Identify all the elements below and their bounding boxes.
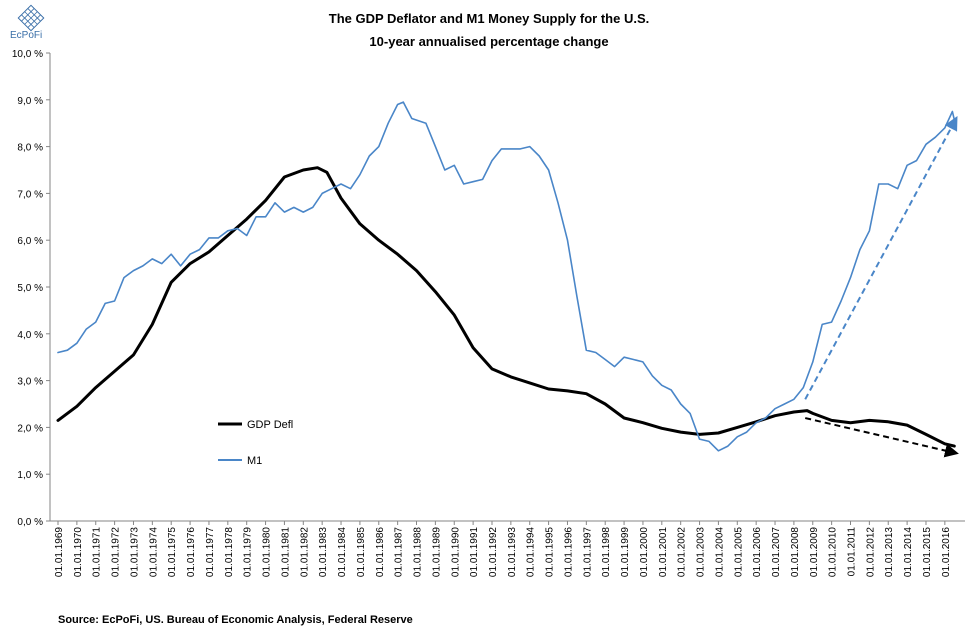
x-tick-label: 01.01.1982 <box>299 527 310 577</box>
y-tick-label: 10,0 % <box>12 49 43 60</box>
y-tick-label: 8,0 % <box>17 143 43 154</box>
y-tick-label: 2,0 % <box>17 423 43 434</box>
x-tick-label: 01.01.1979 <box>243 527 254 577</box>
x-tick-label: 01.01.1983 <box>318 527 329 577</box>
x-tick-label: 01.01.1970 <box>73 527 84 577</box>
x-tick-label: 01.01.1971 <box>92 527 103 577</box>
chart-title: The GDP Deflator and M1 Money Supply for… <box>328 11 650 26</box>
x-tick-label: 01.01.1986 <box>375 527 386 577</box>
y-tick-label: 7,0 % <box>17 189 43 200</box>
x-axis: 01.01.1969 01.01.1970 01.01.1971 01.01.1972… <box>50 520 965 577</box>
x-tick-label: 01.01.2010 <box>828 527 839 577</box>
x-tick-label: 01.01.1987 <box>394 527 405 577</box>
x-tick-label: 01.01.2005 <box>733 527 744 577</box>
x-tick-label: 01.01.1998 <box>601 527 612 577</box>
annotation-layer <box>804 116 959 458</box>
x-tick-label: 01.01.2002 <box>677 527 688 577</box>
chart-subtitle: 10-year annualised percentage change <box>369 34 609 49</box>
x-tick-label: 01.01.2015 <box>922 527 933 577</box>
y-tick-label: 3,0 % <box>17 377 43 388</box>
legend: GDP Defl M1 <box>218 419 293 467</box>
y-tick-label: 6,0 % <box>17 236 43 247</box>
y-tick-label: 5,0 % <box>17 283 43 294</box>
x-tick-label: 01.01.1980 <box>262 527 273 577</box>
x-tick-label: 01.01.1994 <box>526 527 537 577</box>
x-tick-label: 01.01.1978 <box>224 527 235 577</box>
x-tick-label: 01.01.2011 <box>847 527 858 577</box>
series-line-m1 <box>57 101 957 452</box>
x-tick-label: 01.01.1973 <box>129 527 140 577</box>
x-tick-label: 01.01.1975 <box>167 527 178 577</box>
source-note: Source: EcPoFi, US. Bureau of Economic A… <box>58 614 413 626</box>
y-tick-label: 0,0 % <box>17 517 43 528</box>
x-tick-label: 01.01.1991 <box>469 527 480 577</box>
x-tick-label: 01.01.1996 <box>563 527 574 577</box>
x-tick-label: 01.01.1985 <box>356 527 367 577</box>
gdp-defl-trend-arrow <box>804 417 959 458</box>
x-tick-label: 01.01.2001 <box>658 527 669 577</box>
x-tick-label: 01.01.2013 <box>884 527 895 577</box>
logo-text: EcPoFi <box>10 30 43 41</box>
x-tick-label: 01.01.1977 <box>205 527 216 577</box>
x-tick-label: 01.01.1993 <box>507 527 518 577</box>
x-tick-label: 01.01.2003 <box>696 527 707 577</box>
y-tick-label: 9,0 % <box>17 96 43 107</box>
x-tick-label: 01.01.2008 <box>790 527 801 577</box>
y-tick-label: 1,0 % <box>17 470 43 481</box>
legend-label-m1: M1 <box>247 455 262 467</box>
legend-label-gdp-defl: GDP Defl <box>247 419 293 431</box>
series-line-gdp-defl <box>56 166 956 448</box>
x-tick-label: 01.01.1974 <box>148 527 159 577</box>
x-tick-label: 01.01.1972 <box>111 527 122 577</box>
x-tick-label: 01.01.1969 <box>54 527 65 577</box>
x-tick-label: 01.01.1989 <box>431 527 442 577</box>
x-tick-label: 01.01.1995 <box>545 527 556 577</box>
x-tick-label: 01.01.1999 <box>620 527 631 577</box>
ecpofi-logo-icon <box>17 4 45 32</box>
x-tick-label: 01.01.2000 <box>639 527 650 577</box>
x-tick-label: 01.01.2014 <box>903 527 914 577</box>
x-tick-label: 01.01.2006 <box>752 527 763 577</box>
y-axis: 0,0 % 1,0 % 2,0 % 3,0 % 4,0 % 5,0 % 6,0 % 7,0 %… <box>12 49 51 528</box>
x-tick-label: 01.01.1992 <box>488 527 499 577</box>
x-tick-label: 01.01.2007 <box>771 527 782 577</box>
x-tick-label: 01.01.1990 <box>450 527 461 577</box>
x-tick-label: 01.01.1981 <box>280 527 291 577</box>
x-tick-label: 01.01.2012 <box>865 527 876 577</box>
x-tick-label: 01.01.1988 <box>413 527 424 577</box>
x-tick-label: 01.01.2004 <box>714 527 725 577</box>
series-layer <box>56 101 957 452</box>
x-tick-label: 01.01.1984 <box>337 527 348 577</box>
x-tick-label: 01.01.1976 <box>186 527 197 577</box>
x-tick-label: 01.01.2009 <box>809 527 820 577</box>
x-tick-label: 01.01.1997 <box>582 527 593 577</box>
m1-trend-arrow <box>804 116 958 400</box>
y-tick-label: 4,0 % <box>17 330 43 341</box>
x-tick-label: 01.01.2016 <box>941 527 952 577</box>
